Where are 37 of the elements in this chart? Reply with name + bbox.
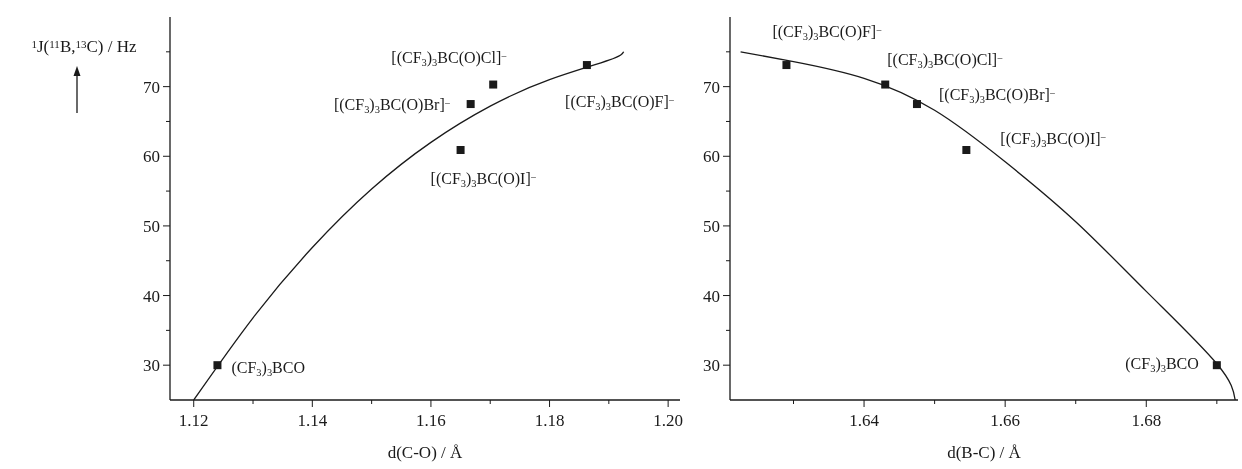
y-tick-label: 40 [703, 286, 720, 306]
y-axis-title: $^{1}$J($^{11}$B,$^{13}$C) / Hz [31, 37, 138, 56]
y-tick-label: 30 [703, 356, 720, 376]
x-tick-label: 1.16 [416, 411, 446, 430]
x-axis-title: d(C-O) / Å [387, 443, 464, 462]
x-tick-label: 1.18 [534, 411, 565, 430]
annotation: [(CF$_{3}$)$_{3}$BC(O)F]$^{−}$ [772, 23, 883, 42]
annotation: [(CF$_{3}$)$_{3}$BC(O)Cl]$^{−}$ [887, 50, 1004, 70]
y-tick-label: 50 [143, 216, 160, 236]
point [456, 146, 465, 155]
x-axis-title: d(B-C) / Å [947, 443, 1022, 462]
x-tick-label: 1.12 [178, 411, 209, 430]
y-tick-label: 60 [143, 147, 160, 167]
x-tick-label: 1.64 [849, 411, 880, 430]
x-tick-label: 1.68 [1131, 411, 1162, 430]
point [912, 100, 921, 109]
y-tick-label: 50 [703, 216, 720, 236]
y-tick-label: 30 [143, 356, 160, 376]
y-tick-label: 70 [143, 77, 160, 97]
annotation: [(CF$_{3}$)$_{3}$BC(O)F]$^{−}$ [565, 93, 675, 112]
x-tick-label: 1.66 [990, 411, 1021, 430]
point [782, 61, 791, 70]
point [466, 100, 475, 109]
annotation: [(CF$_{3}$)$_{3}$BC(O)Br]$^{−}$ [333, 96, 451, 115]
y-tick-label: 40 [143, 286, 160, 306]
x-tick-label: 1.14 [297, 411, 328, 430]
annotation: [(CF$_{3}$)$_{3}$BC(O)Cl]$^{−}$ [391, 48, 508, 68]
y-tick-label: 60 [703, 147, 720, 167]
annotation: (CF$_{3}$)$_{3}$BCO [231, 359, 305, 378]
annotation: [(CF$_{3}$)$_{3}$BC(O)Br]$^{−}$ [938, 86, 1056, 105]
annotation: [(CF$_{3}$)$_{3}$BC(O)I]$^{−}$ [1000, 130, 1107, 149]
point [962, 146, 971, 155]
annotation: (CF$_{3}$)$_{3}$BCO [1125, 355, 1199, 374]
point [489, 80, 498, 89]
annotation: [(CF$_{3}$)$_{3}$BC(O)I]$^{−}$ [430, 170, 537, 189]
x-tick-label: 1.20 [653, 411, 684, 430]
y-tick-label: 70 [703, 77, 720, 97]
